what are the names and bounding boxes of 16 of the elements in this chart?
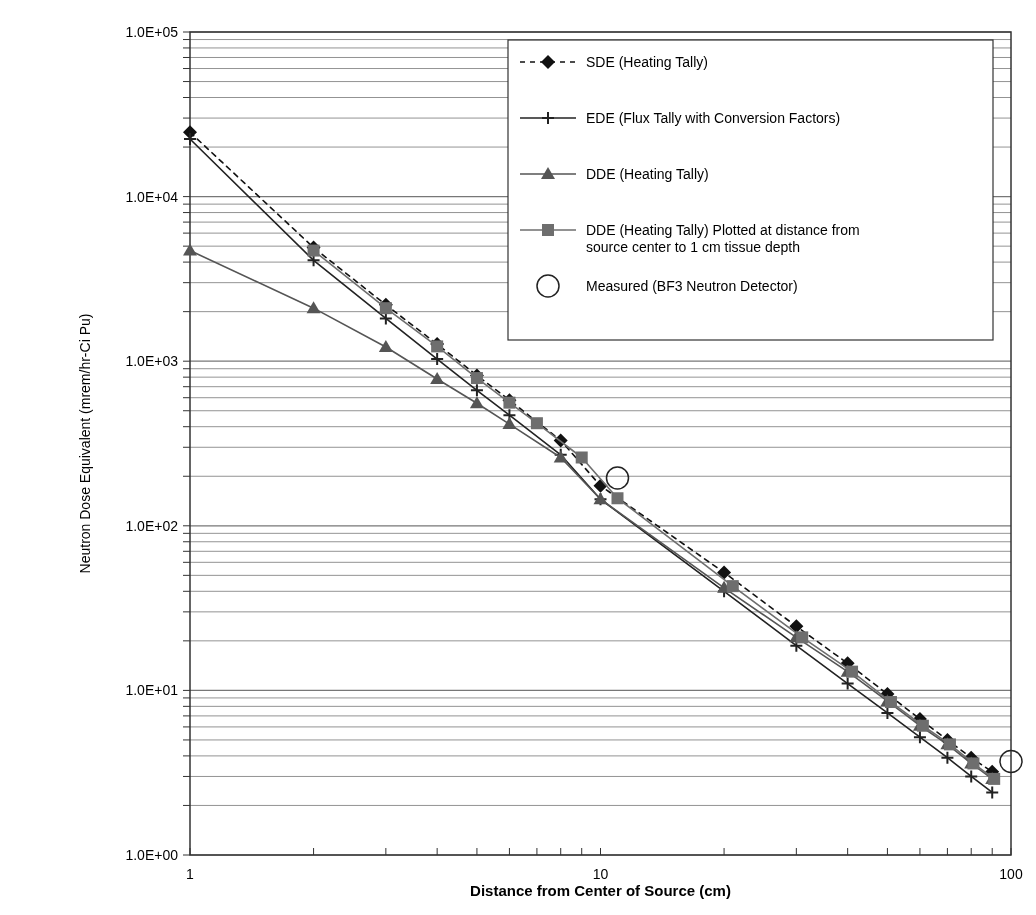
y-tick-label: 1.0E+00 [125,847,179,863]
legend-label: DDE (Heating Tally) [586,166,709,182]
y-tick-label: 1.0E+04 [125,188,179,205]
y-tick-label: 1.0E+01 [125,682,179,699]
y-tick-label: 1.0E+05 [125,24,179,40]
y-axis-title: Neutron Dose Equivalent (mrem/hr-Ci Pu) [77,313,93,574]
legend-label: DDE (Heating Tally) Plotted at distance from source center to 1 cm tissue depth [586,222,860,255]
legend-label: Measured (BF3 Neutron Detector) [586,278,798,294]
legend-label: SDE (Heating Tally) [586,54,708,70]
y-tick-label: 1.0E+02 [125,517,179,534]
x-tick-label: 1 [186,866,195,882]
x-tick-label: 100 [999,866,1023,882]
x-axis-title: Distance from Center of Source (cm) [470,882,731,899]
y-tick-label: 1.0E+03 [125,353,179,370]
legend-label: EDE (Flux Tally with Conversion Factors) [586,110,841,126]
x-tick-label: 10 [592,866,609,882]
